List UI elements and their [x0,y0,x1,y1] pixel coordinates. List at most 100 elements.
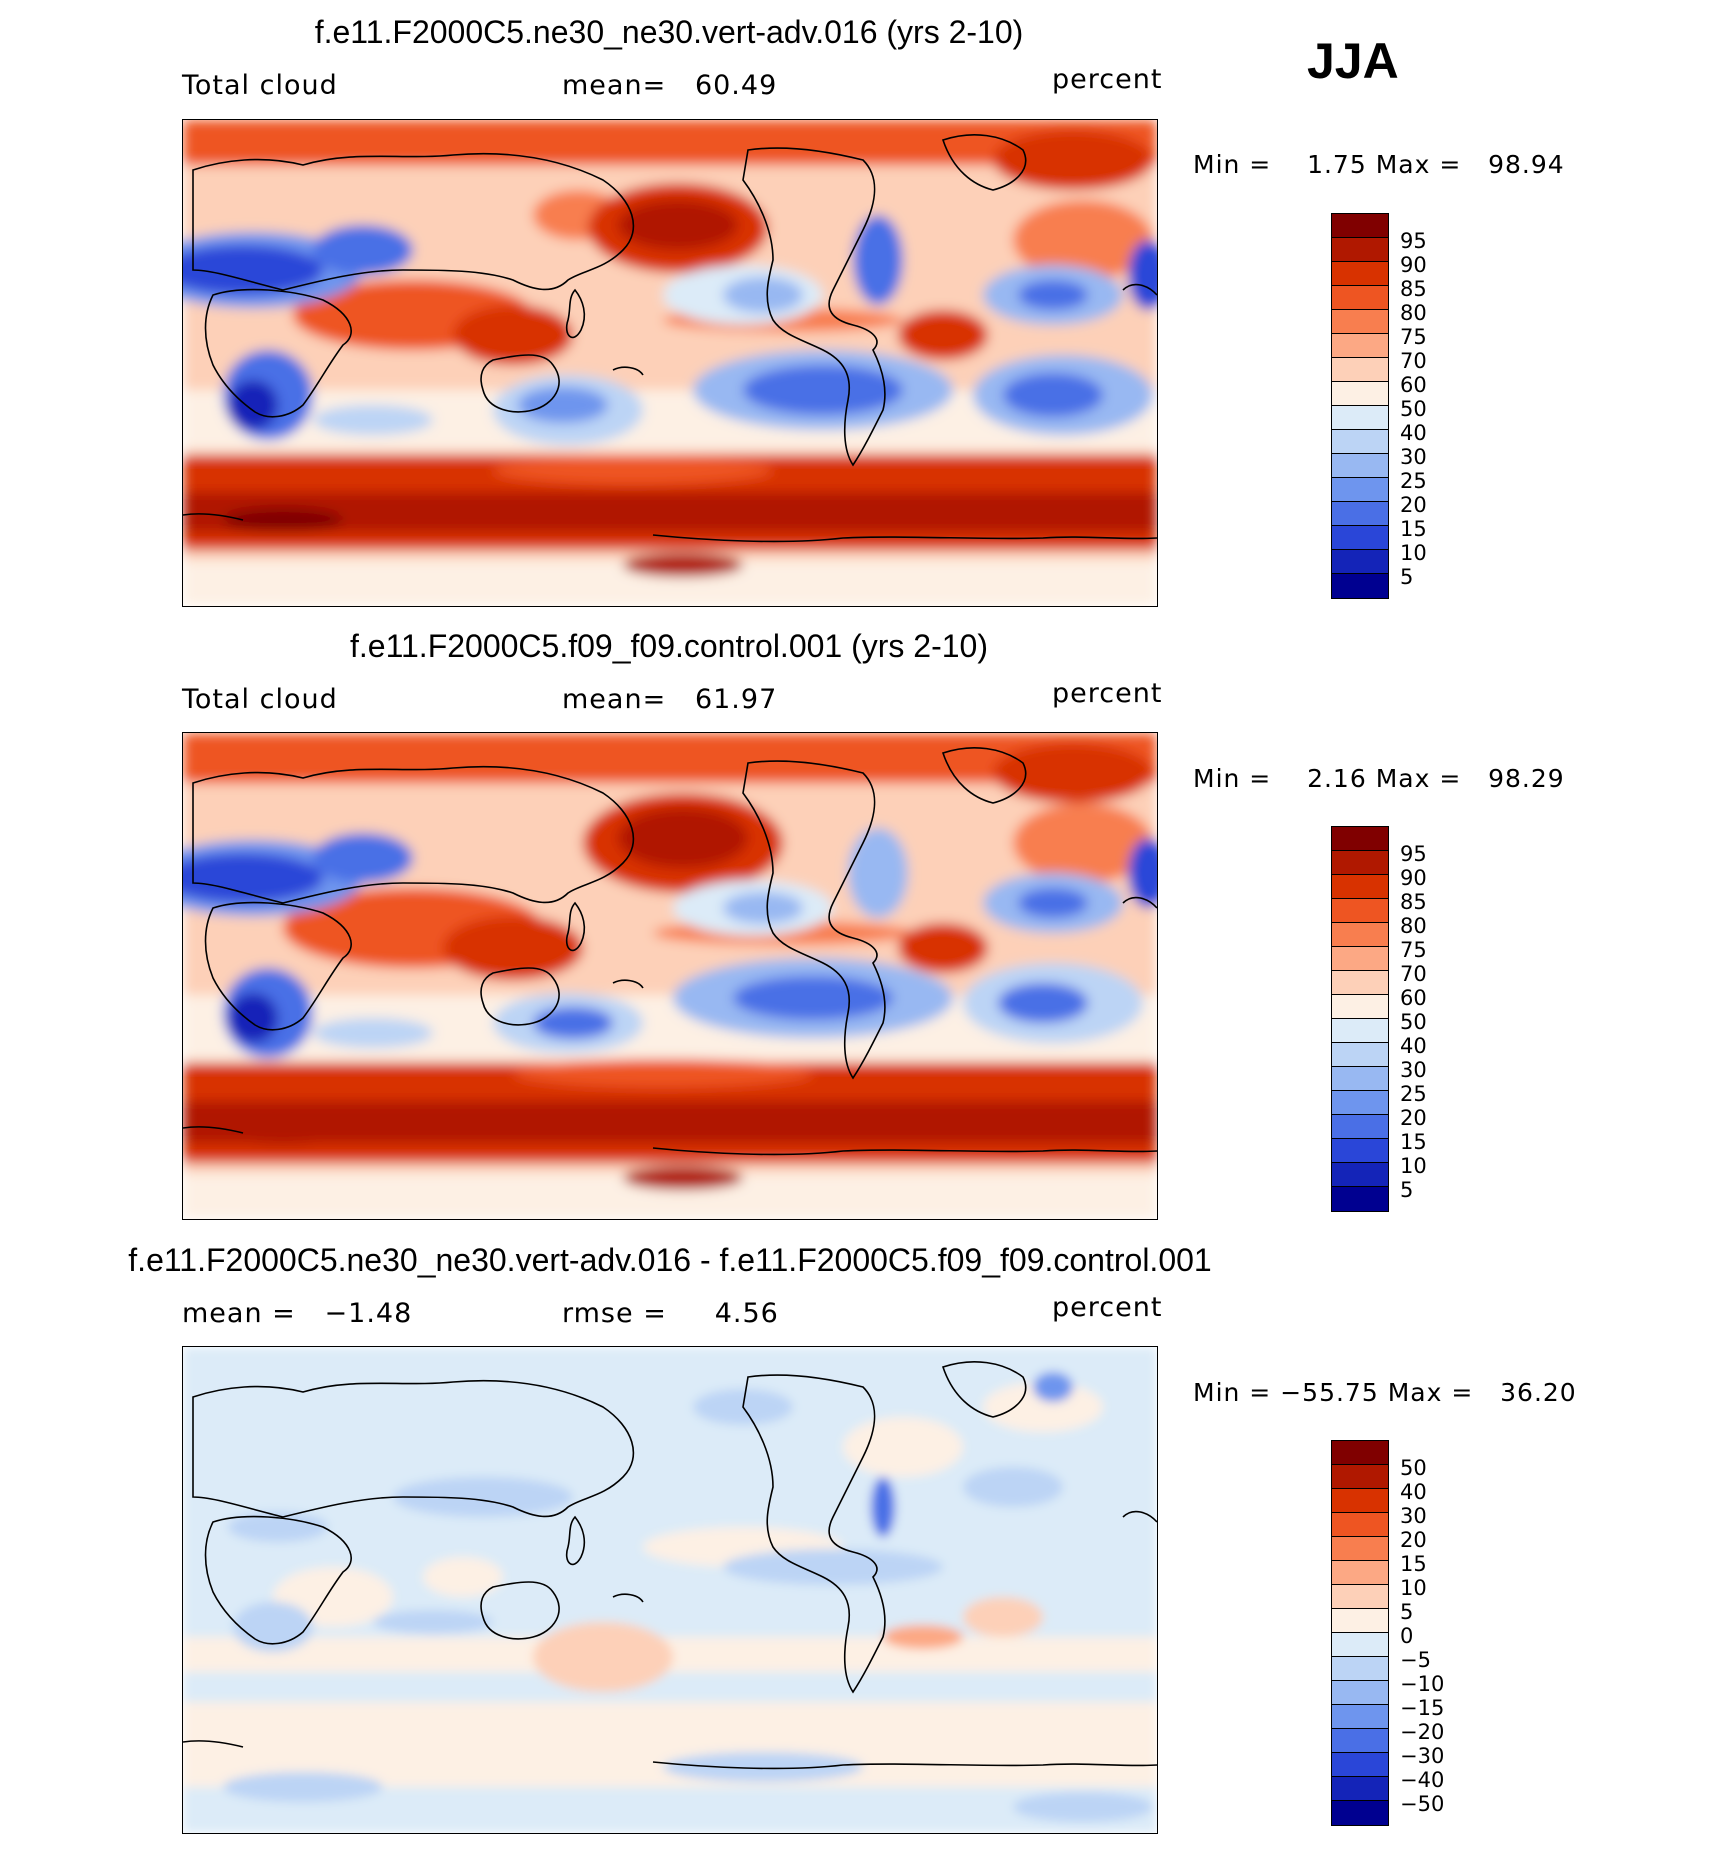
colorbar-box [1332,899,1388,923]
colorbar-box [1332,1441,1388,1465]
panel-2-units: percent [1052,678,1163,709]
colorbar-tick-label: 85 [1400,890,1427,914]
colorbar-box [1332,1091,1388,1115]
colorbar-tick-label: 20 [1400,1528,1427,1552]
colorbar-box [1332,947,1388,971]
panel-1-colorbar [1331,213,1389,599]
colorbar-tick-label: 50 [1400,397,1427,421]
colorbar-box [1332,358,1388,382]
panel-2-colorbar [1331,826,1389,1212]
colorbar-tick-label: 10 [1400,1154,1427,1178]
panel-2-map [182,732,1158,1220]
colorbar-tick-label: −40 [1400,1768,1445,1792]
colorbar-tick-label: −10 [1400,1672,1445,1696]
panel-1-map [182,119,1158,607]
colorbar-box [1332,238,1388,262]
panel-2-coastlines [183,747,1157,1156]
colorbar-box [1332,1753,1388,1777]
panel-3-mean-value: −1.48 [324,1298,413,1329]
panel-3-map [182,1346,1158,1834]
colorbar-tick-label: −30 [1400,1744,1445,1768]
panel-2-min-value: 2.16 [1307,764,1367,793]
panel-3-rmse-label: rmse = 4.56 [562,1298,779,1329]
colorbar-tick-label: 30 [1400,1504,1427,1528]
colorbar-box [1332,1489,1388,1513]
panel-1-coastlines [183,134,1157,543]
colorbar-box [1332,1657,1388,1681]
season-label: JJA [1307,33,1399,89]
colorbar-tick-label: 95 [1400,842,1427,866]
colorbar-box [1332,971,1388,995]
colorbar-box [1332,1043,1388,1067]
colorbar-tick-label: 30 [1400,1058,1427,1082]
colorbar-tick-label: 60 [1400,373,1427,397]
colorbar-tick-label: 40 [1400,1034,1427,1058]
colorbar-tick-label: 25 [1400,1082,1427,1106]
colorbar-tick-label: −15 [1400,1696,1445,1720]
colorbar-tick-label: −5 [1400,1648,1431,1672]
colorbar-box [1332,574,1388,598]
colorbar-box [1332,1163,1388,1187]
colorbar-tick-label: 10 [1400,541,1427,565]
panel-3-mean-label: mean = −1.48 [182,1298,413,1329]
colorbar-box [1332,526,1388,550]
colorbar-tick-label: 90 [1400,253,1427,277]
colorbar-tick-label: 25 [1400,469,1427,493]
colorbar-box [1332,1537,1388,1561]
colorbar-tick-label: 40 [1400,1480,1427,1504]
colorbar-tick-label: 75 [1400,325,1427,349]
panel-3-coastlines [183,1361,1157,1770]
colorbar-box [1332,430,1388,454]
colorbar-tick-label: 15 [1400,1130,1427,1154]
panel-1-min-value: 1.75 [1307,150,1367,179]
colorbar-box [1332,1465,1388,1489]
panel-2-mean-value: 61.97 [694,684,778,715]
panel-3-units: percent [1052,1292,1163,1323]
colorbar-box [1332,1777,1388,1801]
panel-3-colorbar [1331,1440,1389,1826]
colorbar-box [1332,478,1388,502]
colorbar-tick-label: 30 [1400,445,1427,469]
colorbar-box [1332,334,1388,358]
panel-2-variable-label: Total cloud [182,684,338,715]
panel-2-title: f.e11.F2000C5.f09_f09.control.001 (yrs 2… [350,628,988,664]
colorbar-tick-label: 40 [1400,421,1427,445]
colorbar-tick-label: 0 [1400,1624,1414,1648]
colorbar-box [1332,995,1388,1019]
panel-2-minmax: Min = 2.16 Max = 98.29 [1193,764,1565,793]
colorbar-tick-label: 80 [1400,914,1427,938]
colorbar-box [1332,1187,1388,1211]
colorbar-box [1332,406,1388,430]
panel-1-title: f.e11.F2000C5.ne30_ne30.vert-adv.016 (yr… [314,14,1024,50]
colorbar-box [1332,1705,1388,1729]
panel-3-minmax: Min = −55.75 Max = 36.20 [1193,1378,1577,1407]
colorbar-box [1332,1139,1388,1163]
colorbar-tick-label: 90 [1400,866,1427,890]
colorbar-box [1332,310,1388,334]
colorbar-tick-label: 85 [1400,277,1427,301]
panel-3-max-value: 36.20 [1500,1378,1577,1407]
colorbar-box [1332,1019,1388,1043]
colorbar-box [1332,502,1388,526]
colorbar-box [1332,1513,1388,1537]
panel-2-mean-label: mean= 61.97 [562,684,778,715]
colorbar-tick-label: −50 [1400,1792,1445,1816]
panel-3-rmse-value: 4.56 [714,1298,779,1329]
colorbar-tick-label: 70 [1400,349,1427,373]
colorbar-tick-label: 5 [1400,1600,1414,1624]
colorbar-box [1332,1801,1388,1825]
colorbar-box [1332,1067,1388,1091]
panel-1-mean-value: 60.49 [694,70,778,101]
panel-1-units: percent [1052,64,1163,95]
panel-2-max-value: 98.29 [1488,764,1565,793]
panel-1-max-value: 98.94 [1488,150,1565,179]
panel-1-cloud-field [183,120,1157,606]
colorbar-box [1332,1115,1388,1139]
colorbar-tick-label: 15 [1400,1552,1427,1576]
colorbar-box [1332,1585,1388,1609]
colorbar-box [1332,827,1388,851]
colorbar-box [1332,875,1388,899]
colorbar-tick-label: −20 [1400,1720,1445,1744]
colorbar-box [1332,382,1388,406]
colorbar-box [1332,1729,1388,1753]
